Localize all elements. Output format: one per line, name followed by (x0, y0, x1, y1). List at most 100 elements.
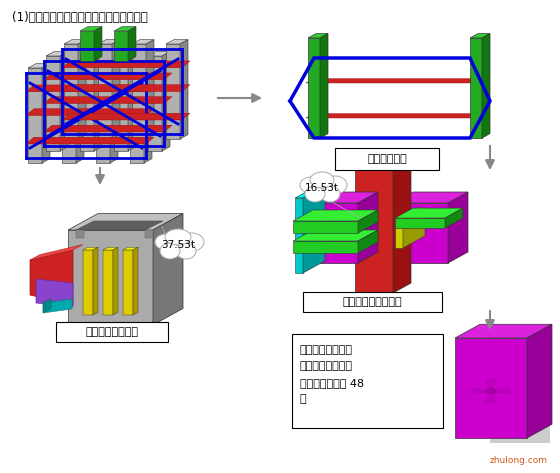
Polygon shape (295, 186, 325, 198)
Polygon shape (482, 34, 490, 138)
Polygon shape (393, 153, 411, 293)
Polygon shape (43, 299, 72, 313)
Polygon shape (308, 34, 328, 38)
Polygon shape (103, 247, 118, 250)
Text: zhulong.com: zhulong.com (490, 456, 548, 465)
FancyBboxPatch shape (303, 292, 442, 312)
Polygon shape (114, 56, 128, 151)
Polygon shape (527, 324, 552, 438)
Polygon shape (98, 40, 120, 44)
Polygon shape (93, 247, 98, 315)
Polygon shape (83, 250, 93, 315)
Polygon shape (300, 203, 358, 263)
Polygon shape (144, 63, 152, 163)
Polygon shape (76, 63, 84, 163)
Text: (1)、伸臂楠架的制作重点有以下几方面：: (1)、伸臂楠架的制作重点有以下几方面： (12, 11, 148, 24)
Polygon shape (395, 208, 463, 218)
Polygon shape (393, 192, 468, 203)
Ellipse shape (308, 178, 336, 198)
Polygon shape (30, 250, 73, 305)
Polygon shape (80, 31, 94, 61)
Ellipse shape (160, 243, 180, 259)
Polygon shape (114, 26, 136, 31)
Polygon shape (36, 279, 73, 307)
Polygon shape (130, 68, 144, 163)
Polygon shape (62, 63, 84, 68)
Polygon shape (44, 125, 172, 132)
Polygon shape (76, 230, 84, 238)
Polygon shape (43, 298, 51, 313)
Polygon shape (486, 391, 496, 402)
Polygon shape (148, 52, 170, 56)
Polygon shape (78, 40, 86, 139)
Polygon shape (403, 208, 425, 248)
Polygon shape (44, 96, 172, 104)
Polygon shape (128, 26, 136, 61)
Text: 37.53t: 37.53t (161, 240, 195, 250)
Polygon shape (83, 247, 98, 250)
Polygon shape (308, 38, 320, 138)
Polygon shape (166, 44, 180, 139)
Polygon shape (148, 56, 162, 151)
Polygon shape (103, 250, 113, 315)
Polygon shape (162, 52, 170, 151)
Polygon shape (26, 109, 154, 115)
Polygon shape (114, 31, 128, 61)
Polygon shape (42, 63, 50, 163)
Polygon shape (80, 52, 102, 56)
Polygon shape (123, 250, 133, 315)
Polygon shape (320, 34, 328, 138)
Polygon shape (128, 52, 136, 151)
Polygon shape (60, 52, 68, 151)
Polygon shape (146, 40, 154, 139)
Polygon shape (455, 338, 527, 438)
Polygon shape (455, 324, 552, 338)
Polygon shape (300, 192, 378, 203)
Polygon shape (166, 40, 188, 44)
Polygon shape (96, 63, 118, 68)
Ellipse shape (305, 186, 325, 202)
Ellipse shape (180, 233, 204, 251)
Text: 工程只有伸臂楠架
与伸臂框架柱节点
为铸钓件，总共 48
件: 工程只有伸臂楠架 与伸臂框架柱节点 为铸钓件，总共 48 件 (300, 345, 364, 404)
Polygon shape (395, 218, 445, 228)
Polygon shape (62, 85, 190, 91)
Ellipse shape (176, 243, 196, 259)
Polygon shape (94, 52, 102, 151)
Polygon shape (470, 38, 482, 138)
Polygon shape (393, 203, 448, 263)
Text: 柱与伸臂楠架节点: 柱与伸臂楠架节点 (86, 327, 138, 337)
Polygon shape (64, 40, 86, 44)
Polygon shape (355, 163, 393, 293)
Polygon shape (28, 68, 42, 163)
Polygon shape (306, 79, 490, 83)
Ellipse shape (323, 176, 347, 194)
Polygon shape (153, 213, 183, 325)
Polygon shape (358, 210, 378, 233)
Ellipse shape (320, 186, 340, 202)
Ellipse shape (164, 235, 192, 255)
Polygon shape (94, 26, 102, 61)
Polygon shape (114, 52, 136, 56)
Polygon shape (28, 63, 50, 68)
Polygon shape (448, 192, 468, 263)
Polygon shape (473, 388, 491, 394)
Bar (490, 338, 550, 443)
Polygon shape (46, 52, 68, 56)
Polygon shape (46, 56, 60, 151)
Polygon shape (62, 113, 190, 120)
Polygon shape (44, 73, 172, 80)
Polygon shape (293, 210, 378, 221)
Ellipse shape (165, 229, 191, 245)
Polygon shape (358, 192, 378, 263)
Polygon shape (470, 34, 490, 38)
FancyBboxPatch shape (292, 334, 443, 428)
FancyBboxPatch shape (335, 148, 439, 170)
Polygon shape (112, 40, 120, 139)
Ellipse shape (486, 388, 496, 394)
Polygon shape (293, 221, 358, 233)
Polygon shape (80, 56, 94, 151)
Polygon shape (293, 241, 358, 253)
Ellipse shape (300, 177, 322, 193)
FancyBboxPatch shape (56, 322, 168, 342)
Polygon shape (96, 68, 110, 163)
